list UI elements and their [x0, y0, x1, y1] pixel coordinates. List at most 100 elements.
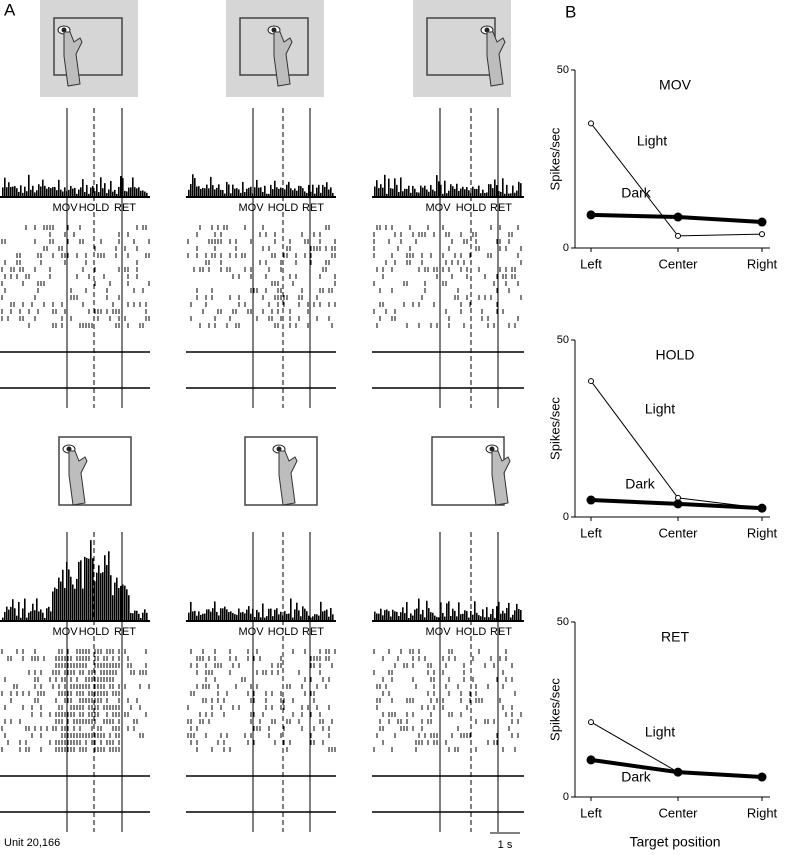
psth-bin — [224, 606, 226, 621]
psth-bin — [456, 183, 458, 197]
psth-bin — [34, 192, 36, 197]
psth-bin — [396, 184, 398, 197]
psth-bin — [96, 184, 98, 197]
psth-bin — [306, 611, 308, 621]
psth-bin — [516, 190, 518, 197]
psth-bin — [238, 189, 240, 197]
psth-bin — [442, 193, 444, 197]
psth-bin — [56, 588, 58, 621]
psth-bin — [392, 609, 394, 621]
psth-bin — [202, 613, 204, 621]
psth-bin — [192, 611, 194, 621]
psth-bin — [14, 186, 16, 197]
psth-bin — [518, 181, 520, 197]
psth-bin — [44, 617, 46, 621]
psth-bin — [296, 602, 298, 621]
psth-bin — [24, 598, 26, 621]
event-label: HOLD — [456, 626, 487, 638]
psth-bin — [500, 613, 502, 621]
psth-bin — [106, 193, 108, 197]
x-tick-label: Center — [658, 805, 698, 820]
psth-bin — [80, 187, 82, 197]
psth-bin — [78, 189, 80, 197]
psth-bin — [12, 186, 14, 197]
psth-bin — [312, 616, 314, 621]
psth-bin — [390, 616, 392, 621]
psth-bin — [48, 606, 50, 621]
psth-bin — [332, 614, 334, 621]
psth-bin — [202, 187, 204, 197]
psth-bin — [330, 187, 332, 197]
series-label: Dark — [621, 185, 652, 201]
event-label: HOLD — [79, 626, 110, 638]
psth-bin — [310, 191, 312, 197]
psth-bin — [254, 187, 256, 197]
psth-bin — [304, 191, 306, 197]
chart-title: HOLD — [656, 347, 695, 363]
series-point — [588, 378, 594, 385]
psth-bin — [104, 555, 106, 621]
psth-bin — [486, 192, 488, 197]
psth-bin — [290, 188, 292, 197]
psth-bin — [502, 178, 504, 197]
psth-bin — [508, 193, 510, 197]
psth-bin — [402, 191, 404, 197]
psth-bin — [520, 609, 522, 621]
psth-bin — [72, 188, 74, 197]
psth-bin — [244, 613, 246, 621]
psth-bin — [286, 613, 288, 621]
psth-bin — [10, 186, 12, 197]
psth-bin — [82, 588, 84, 621]
psth-bin — [4, 611, 6, 621]
psth-bin — [392, 188, 394, 197]
psth-bin — [518, 608, 520, 621]
psth-bin — [122, 178, 124, 197]
psth-bin — [500, 191, 502, 197]
psth-bin — [382, 615, 384, 621]
psth-bin — [390, 188, 392, 197]
psth-bin — [40, 186, 42, 197]
psth-bin — [464, 610, 466, 621]
psth-bin — [114, 189, 116, 197]
series-point — [586, 210, 596, 220]
pupil — [489, 446, 495, 452]
psth-bin — [76, 578, 78, 621]
psth-bin — [480, 616, 482, 621]
psth-bin — [122, 584, 124, 621]
psth-bin — [316, 187, 318, 197]
x-tick-label: Center — [658, 256, 698, 271]
psth-bin — [62, 569, 64, 621]
psth-bin — [18, 602, 20, 621]
psth-bin — [90, 187, 92, 197]
psth-bin — [192, 174, 194, 197]
x-tick-label: Left — [580, 805, 602, 820]
psth-bin — [188, 612, 190, 621]
psth-bin — [498, 601, 500, 621]
psth-bin — [76, 193, 78, 197]
psth-bin — [102, 572, 104, 621]
psth-bin — [136, 188, 138, 197]
psth-bin — [442, 612, 444, 621]
psth-bin — [98, 565, 100, 621]
psth-bin — [222, 608, 224, 621]
psth-bin — [288, 181, 290, 197]
psth-bin — [448, 190, 450, 197]
psth-bin — [28, 612, 30, 621]
event-label: MOV — [425, 626, 451, 638]
psth-bin — [62, 191, 64, 197]
y-tick-label: 0 — [563, 242, 569, 254]
psth-bin — [216, 611, 218, 621]
psth-bin — [52, 591, 54, 621]
psth-bin — [454, 188, 456, 197]
psth-bin — [24, 186, 26, 197]
psth-bin — [250, 613, 252, 621]
psth-bin — [54, 187, 56, 197]
psth-bin — [246, 609, 248, 621]
psth-bin — [46, 608, 48, 621]
event-label: RET — [114, 626, 136, 638]
psth-bin — [102, 188, 104, 197]
psth-bin — [288, 613, 290, 621]
psth-bin — [12, 599, 14, 621]
psth-bin — [404, 613, 406, 621]
psth-bin — [146, 612, 148, 621]
